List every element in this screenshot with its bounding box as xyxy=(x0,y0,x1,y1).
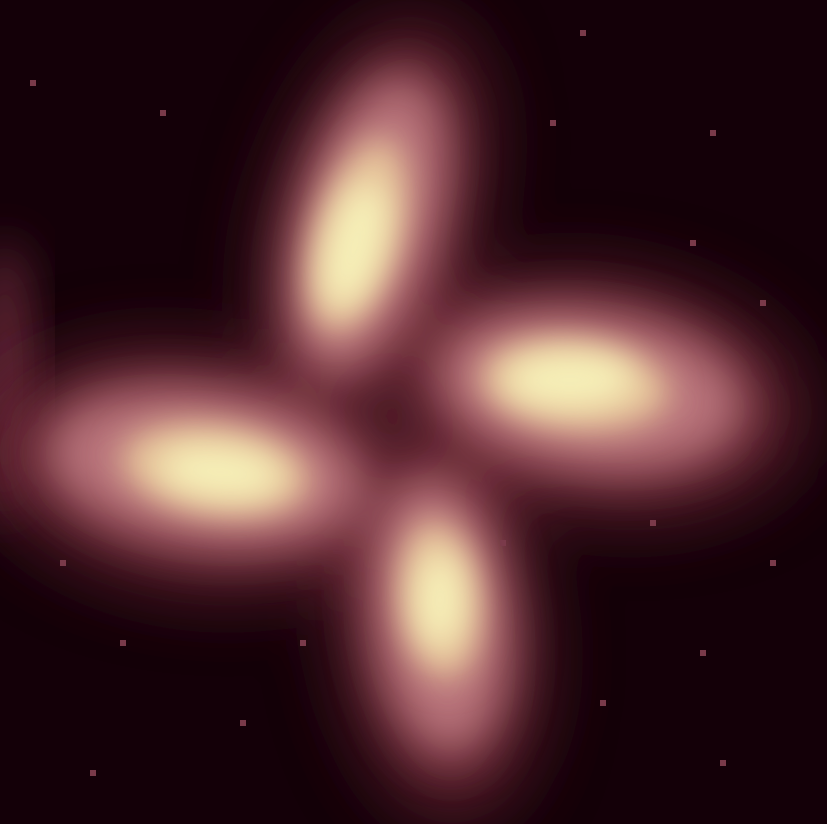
core-layer xyxy=(158,182,635,648)
speckles xyxy=(30,30,776,776)
